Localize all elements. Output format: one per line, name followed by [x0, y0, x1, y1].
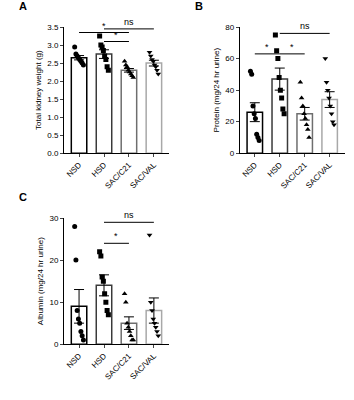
svg-text:80: 80: [225, 23, 234, 32]
svg-text:0: 0: [230, 149, 235, 158]
svg-text:ns: ns: [300, 21, 310, 31]
svg-text:1.0: 1.0: [47, 113, 59, 122]
svg-text:Albumin (mg/24 hr urine): Albumin (mg/24 hr urine): [36, 237, 45, 325]
svg-text:2.0: 2.0: [47, 77, 59, 86]
svg-text:NSD: NSD: [65, 160, 83, 178]
svg-text:0.0: 0.0: [47, 149, 59, 158]
svg-text:NSD: NSD: [65, 351, 83, 369]
svg-text:0: 0: [54, 340, 59, 349]
svg-text:*: *: [102, 21, 106, 31]
svg-text:30: 30: [50, 214, 59, 223]
svg-text:40: 40: [225, 86, 234, 95]
svg-text:ns: ns: [124, 17, 134, 27]
svg-text:3.0: 3.0: [47, 41, 59, 50]
svg-text:1.5: 1.5: [47, 95, 59, 104]
svg-text:HSD: HSD: [266, 160, 284, 178]
svg-text:2.5: 2.5: [47, 59, 59, 68]
svg-text:*: *: [265, 42, 269, 52]
svg-text:Protein (mg/24 hr urine): Protein (mg/24 hr urine): [212, 48, 221, 133]
svg-text:*: *: [290, 42, 294, 52]
svg-text:HSD: HSD: [90, 351, 108, 369]
svg-text:HSD: HSD: [90, 160, 108, 178]
svg-text:*: *: [114, 231, 118, 241]
svg-text:SAC/C21: SAC/C21: [103, 160, 133, 190]
svg-text:Total kidney weight (g): Total kidney weight (g): [34, 50, 43, 130]
svg-text:ns: ns: [124, 210, 134, 220]
svg-text:60: 60: [225, 54, 234, 63]
svg-text:A: A: [19, 0, 27, 12]
svg-text:3.5: 3.5: [47, 23, 59, 32]
svg-text:SAC/VAL: SAC/VAL: [128, 351, 158, 381]
svg-text:SAC/C21: SAC/C21: [279, 160, 309, 190]
svg-text:20: 20: [50, 256, 59, 265]
svg-text:10: 10: [50, 298, 59, 307]
svg-text:NSD: NSD: [241, 160, 259, 178]
svg-text:20: 20: [225, 117, 234, 126]
svg-text:C: C: [19, 191, 27, 203]
svg-text:SAC/VAL: SAC/VAL: [128, 160, 158, 190]
svg-text:B: B: [195, 0, 203, 12]
svg-text:SAC/C21: SAC/C21: [103, 351, 133, 381]
svg-text:SAC/VAL: SAC/VAL: [304, 160, 334, 190]
svg-text:0.5: 0.5: [47, 131, 59, 140]
svg-text:*: *: [114, 30, 118, 40]
